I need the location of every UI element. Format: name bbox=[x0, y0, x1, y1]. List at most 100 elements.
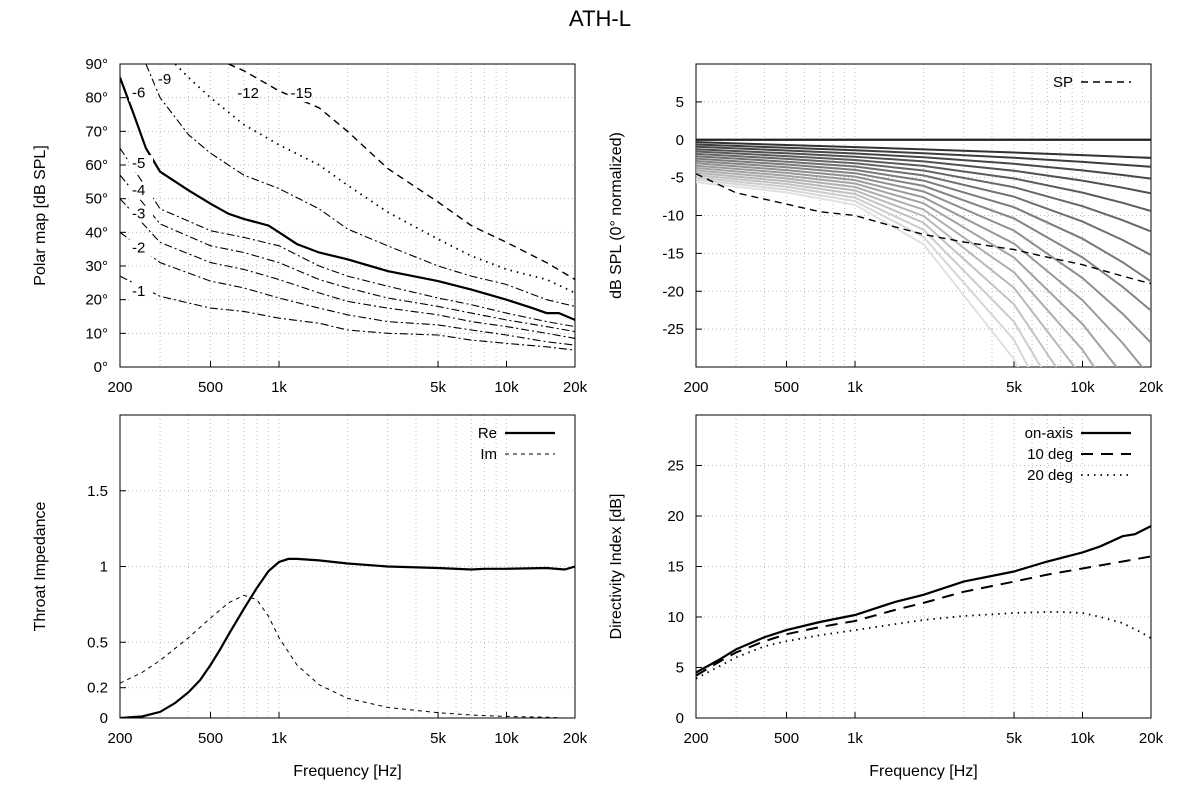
y-tick-label: -5 bbox=[671, 170, 684, 187]
contour-label: -9 bbox=[158, 71, 171, 88]
y-tick-label: 50° bbox=[85, 191, 108, 208]
x-tick-label: 5k bbox=[1006, 730, 1022, 747]
x-tick-label: 500 bbox=[774, 730, 799, 747]
y-tick-label: 1 bbox=[100, 559, 108, 576]
y-tick-label: 5 bbox=[676, 94, 684, 111]
contour-label-bg bbox=[129, 239, 153, 257]
spl-normalized-chart: 200 500 1k 5k 10k 20k 5 0 -5 -10 -15 -20 -25 dB SPL (… bbox=[608, 63, 1164, 396]
spl-curve bbox=[696, 181, 1019, 367]
spl-curve bbox=[696, 178, 1030, 367]
contour-label: -6 bbox=[132, 84, 145, 101]
spl-curve bbox=[696, 150, 1151, 212]
x-tick-label: 1k bbox=[271, 730, 287, 747]
x-tick-label: 5k bbox=[430, 730, 446, 747]
legend-label: 10 deg bbox=[1027, 446, 1073, 463]
series-line-Re bbox=[120, 557, 575, 718]
contour-label: -15 bbox=[291, 85, 313, 102]
series-line-1 bbox=[120, 275, 575, 351]
y-tick-label: 80° bbox=[85, 90, 108, 107]
spl-curve bbox=[696, 171, 1076, 367]
series-line-SP bbox=[696, 173, 1151, 285]
contour-label: -2 bbox=[132, 239, 145, 256]
y-tick-label: 30° bbox=[85, 258, 108, 275]
spl-curve bbox=[696, 141, 1151, 159]
series-line-3 bbox=[120, 198, 575, 339]
x-tick-label: 20k bbox=[1139, 730, 1164, 747]
spl-curve bbox=[696, 157, 1151, 283]
x-tick-label: 5k bbox=[1006, 379, 1022, 396]
legend-label: Im bbox=[480, 446, 497, 463]
spl-curve bbox=[696, 176, 1043, 367]
plot-area bbox=[120, 64, 575, 351]
y-axis-label: dB SPL (0° normalized) bbox=[608, 132, 625, 299]
throat-impedance-chart: 200 500 1k 5k 10k 20k 0 0.2 0.5 1 1.5 Throat Impeda… bbox=[32, 414, 588, 780]
y-tick-label: -10 bbox=[662, 208, 684, 225]
spl-curve bbox=[696, 148, 1151, 195]
spl-curve bbox=[696, 155, 1151, 256]
contour-label-bg bbox=[287, 85, 312, 102]
x-tick-label: 10k bbox=[1070, 730, 1095, 747]
series-line-2 bbox=[120, 231, 575, 346]
x-tick-label: 200 bbox=[107, 379, 132, 396]
x-axis-label: Frequency [Hz] bbox=[293, 763, 401, 780]
page-title: ATH-L bbox=[569, 6, 631, 31]
plot-frame bbox=[119, 63, 576, 368]
x-tick-label: 1k bbox=[271, 379, 287, 396]
y-tick-label: 90° bbox=[85, 56, 108, 73]
contour-label-bg bbox=[129, 283, 153, 301]
y-tick-label: 1.5 bbox=[87, 483, 108, 500]
y-tick-label: -20 bbox=[662, 283, 684, 300]
legend-label: 20 deg bbox=[1027, 467, 1073, 484]
spl-curve bbox=[696, 143, 1151, 168]
contour-label-bg bbox=[234, 85, 259, 102]
spl-curve bbox=[696, 162, 1151, 344]
x-axis-label: Frequency [Hz] bbox=[869, 763, 977, 780]
x-tick-label: 500 bbox=[774, 379, 799, 396]
y-tick-label: 10 bbox=[667, 609, 684, 626]
contour-label: -4 bbox=[132, 182, 145, 199]
x-tick-label: 1k bbox=[847, 379, 863, 396]
spl-curve bbox=[696, 167, 1118, 367]
series-line-10-deg bbox=[696, 555, 1151, 677]
x-tick-label: 10k bbox=[494, 379, 519, 396]
contour-label-bg bbox=[129, 84, 153, 102]
legend-label: Re bbox=[478, 425, 497, 442]
x-tick-label: 200 bbox=[683, 379, 708, 396]
contour-label-bg bbox=[129, 155, 153, 173]
series-line-9 bbox=[145, 64, 575, 307]
y-tick-label: -15 bbox=[662, 245, 684, 262]
x-tick-label: 20k bbox=[563, 730, 588, 747]
x-tick-label: 10k bbox=[494, 730, 519, 747]
x-tick-label: 20k bbox=[1139, 379, 1164, 396]
spl-curve bbox=[696, 169, 1096, 367]
plot-area bbox=[120, 557, 575, 718]
spl-curve bbox=[696, 160, 1151, 312]
y-tick-label: 20° bbox=[85, 292, 108, 309]
y-tick-label: 0.5 bbox=[87, 634, 108, 651]
y-tick-label: 0° bbox=[94, 359, 108, 376]
y-axis-label: Polar map [dB SPL] bbox=[32, 145, 49, 286]
y-tick-label: -25 bbox=[662, 321, 684, 338]
x-tick-label: 200 bbox=[107, 730, 132, 747]
x-tick-label: 200 bbox=[683, 730, 708, 747]
y-tick-label: 0 bbox=[100, 710, 108, 727]
contour-label-bg bbox=[154, 71, 179, 88]
y-axis-label: Throat Impedance bbox=[32, 501, 49, 631]
y-tick-label: 15 bbox=[667, 559, 684, 576]
y-axis-label: Directivity Index [dB] bbox=[608, 494, 625, 640]
contour-label: -3 bbox=[132, 206, 145, 223]
contour-label: -1 bbox=[132, 283, 145, 300]
x-tick-label: 500 bbox=[198, 730, 223, 747]
series-line-6 bbox=[120, 77, 575, 321]
series-line-4 bbox=[120, 174, 575, 333]
y-tick-label: 0.2 bbox=[87, 680, 108, 697]
x-tick-label: 500 bbox=[198, 379, 223, 396]
series-line-20-deg bbox=[696, 611, 1151, 680]
series-line-on-axis bbox=[696, 525, 1151, 674]
y-tick-label: 70° bbox=[85, 123, 108, 140]
directivity-index-chart: 200 500 1k 5k 10k 20k 0 5 10 15 20 25 Directivity In… bbox=[608, 414, 1164, 780]
contour-label-bg bbox=[129, 182, 153, 200]
y-tick-label: 20 bbox=[667, 508, 684, 525]
y-tick-label: 10° bbox=[85, 325, 108, 342]
